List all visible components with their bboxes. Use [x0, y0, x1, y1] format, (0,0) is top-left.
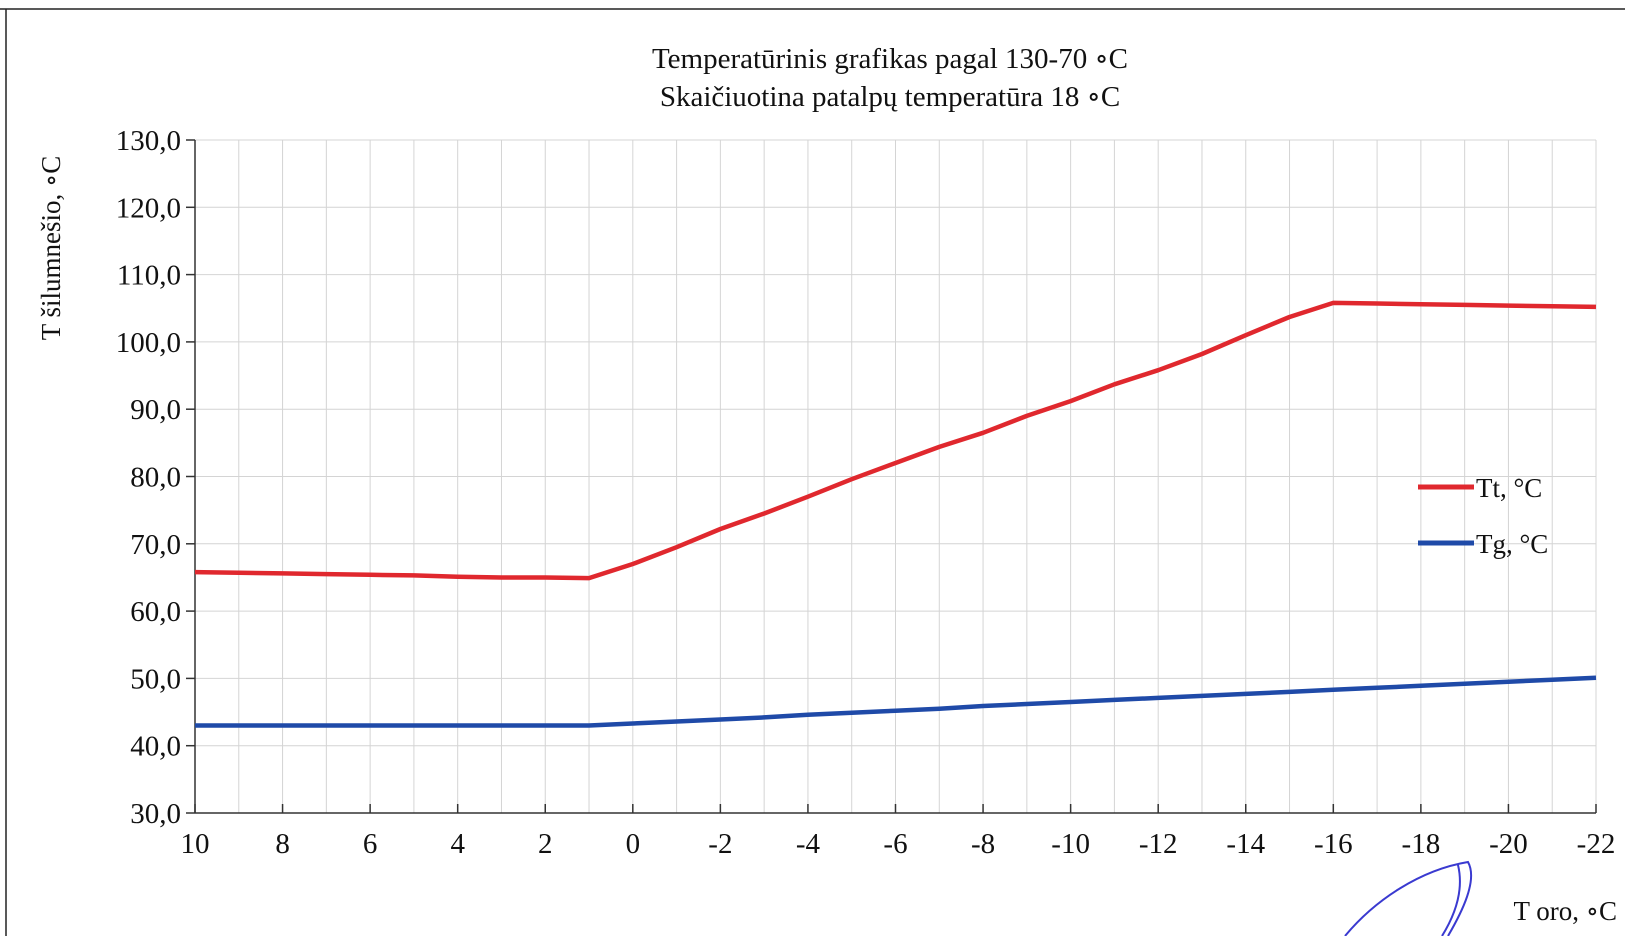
x-tick-label: -10 [1051, 828, 1090, 860]
x-axis-label: T oro, ∘C [1514, 896, 1618, 926]
x-tick-label: -16 [1314, 828, 1353, 860]
y-tick-label: 50,0 [130, 663, 181, 695]
legend-label-tt: Tt, °C [1476, 473, 1542, 503]
series-line-tt [194, 300, 1597, 581]
y-tick-label: 40,0 [130, 731, 181, 763]
legend-label-tg: Tg, °C [1476, 529, 1548, 559]
series-line-tg [195, 675, 1597, 728]
x-tick-label: -4 [796, 828, 821, 860]
x-tick-label: -22 [1577, 828, 1616, 860]
y-tick-label: 60,0 [130, 596, 181, 628]
y-axis-label: T šilumnešio, ∘C [36, 156, 66, 341]
x-tick-label: 0 [626, 828, 641, 860]
x-tick-label: -2 [708, 828, 732, 860]
y-tick-label: 90,0 [130, 394, 181, 426]
x-tick-label: -14 [1226, 828, 1265, 860]
series-lines [194, 300, 1597, 728]
x-tick-label: 6 [363, 828, 378, 860]
x-tick-label: -20 [1489, 828, 1528, 860]
chart-subtitle: Skaičiuotina patalpų temperatūra 18 ∘C [660, 81, 1120, 113]
legend: Tt, °C Tg, °C [1418, 473, 1548, 559]
x-tick-label: -12 [1139, 828, 1178, 860]
y-tick-label: 130,0 [116, 125, 181, 157]
x-tick-label: -6 [883, 828, 907, 860]
x-tick-label: -18 [1402, 828, 1441, 860]
x-tick-label: -8 [971, 828, 995, 860]
y-tick-label: 70,0 [130, 529, 181, 561]
signature-scribble [1344, 860, 1473, 937]
y-tick-label: 30,0 [130, 798, 181, 830]
x-tick-label: 2 [538, 828, 553, 860]
axes [186, 139, 1597, 814]
y-tick-label: 100,0 [116, 327, 181, 359]
tick-labels: 30,0 40,0 50,0 60,0 70,0 80,0 90,0 100,0 110,0 12… [116, 125, 1616, 860]
x-tick-label: 10 [181, 828, 210, 860]
y-tick-label: 120,0 [116, 192, 181, 224]
y-tick-label: 80,0 [130, 462, 181, 494]
y-tick-label: 110,0 [117, 260, 181, 292]
x-tick-label: 8 [275, 828, 290, 860]
x-tick-label: 4 [450, 828, 465, 860]
chart-title: Temperatūrinis grafikas pagal 130-70 ∘C [652, 43, 1128, 75]
